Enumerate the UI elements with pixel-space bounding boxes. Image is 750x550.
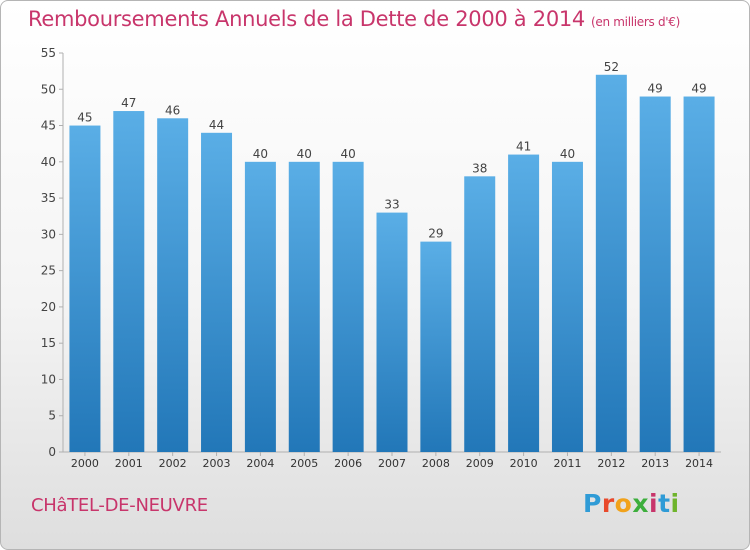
x-tick-label-2000: 2000 (71, 457, 99, 470)
data-label-2006: 40 (340, 147, 355, 161)
bar-2002 (157, 118, 189, 453)
data-label-2005: 40 (297, 147, 312, 161)
x-tick-label-2013: 2013 (641, 457, 669, 470)
title-unit: (en milliers d'€) (591, 15, 681, 29)
y-tick-label: 40 (41, 155, 56, 169)
bar-2007 (376, 212, 408, 452)
data-label-2012: 52 (604, 60, 619, 74)
chart-title: Remboursements Annuels de la Dette de 20… (28, 7, 680, 31)
x-tick-label-2005: 2005 (290, 457, 318, 470)
bar-2004 (244, 161, 276, 452)
data-label-2014: 49 (691, 82, 706, 96)
y-tick-label: 25 (41, 264, 56, 278)
bars (69, 74, 715, 453)
data-label-2008: 29 (428, 227, 443, 241)
data-label-2013: 49 (648, 82, 663, 96)
x-tick-label-2004: 2004 (246, 457, 274, 470)
bar-2013 (639, 96, 671, 452)
data-label-2001: 47 (121, 96, 136, 110)
x-tick-label-2001: 2001 (115, 457, 143, 470)
y-tick-label: 35 (41, 191, 56, 205)
y-tick-label: 55 (41, 46, 56, 60)
x-tick-label-2007: 2007 (378, 457, 406, 470)
axes: 0 5 10 15 20 25 30 35 40 45 50 55 2000 2001 2002 2003 20… (41, 46, 721, 470)
bar-2014 (683, 96, 715, 452)
x-tick-label-2012: 2012 (597, 457, 625, 470)
x-tick-label-2009: 2009 (466, 457, 494, 470)
y-tick-label: 0 (48, 445, 56, 459)
bar-2003 (201, 132, 233, 453)
data-label-2010: 41 (516, 140, 531, 154)
data-labels: 45 47 46 44 40 40 40 33 29 38 41 40 52 49 49 (77, 60, 706, 241)
bar-2010 (508, 154, 540, 452)
data-label-2003: 44 (209, 118, 224, 132)
x-tick-label-2011: 2011 (553, 457, 581, 470)
proxiti-logo: Proxiti (583, 489, 680, 518)
title-text: Remboursements Annuels de la Dette de 20… (28, 7, 585, 31)
bar-2000 (69, 125, 101, 452)
y-tick-label: 10 (41, 372, 56, 386)
bar-2006 (332, 161, 364, 452)
bar-2005 (288, 161, 320, 452)
bar-2008 (420, 241, 452, 452)
data-label-2009: 38 (472, 161, 487, 175)
y-tick-label: 45 (41, 119, 56, 133)
x-tick-label-2006: 2006 (334, 457, 362, 470)
x-tick-label-2010: 2010 (510, 457, 538, 470)
commune-name: CHâTEL-DE-NEUVRE (31, 495, 208, 516)
y-tick-label: 5 (48, 409, 56, 423)
x-tick-label-2008: 2008 (422, 457, 450, 470)
data-label-2011: 40 (560, 147, 575, 161)
bar-2001 (113, 111, 145, 452)
data-label-2007: 33 (384, 198, 399, 212)
bar-2009 (464, 176, 496, 452)
data-label-2004: 40 (253, 147, 268, 161)
x-tick-label-2014: 2014 (685, 457, 713, 470)
bar-2012 (595, 74, 627, 452)
bar-2011 (551, 161, 583, 452)
data-label-2002: 46 (165, 103, 180, 117)
x-tick-label-2003: 2003 (203, 457, 231, 470)
y-tick-label: 50 (41, 82, 56, 96)
data-label-2000: 45 (77, 111, 92, 125)
x-tick-label-2002: 2002 (159, 457, 187, 470)
y-tick-label: 30 (41, 227, 56, 241)
y-tick-label: 15 (41, 336, 56, 350)
y-tick-label: 20 (41, 300, 56, 314)
